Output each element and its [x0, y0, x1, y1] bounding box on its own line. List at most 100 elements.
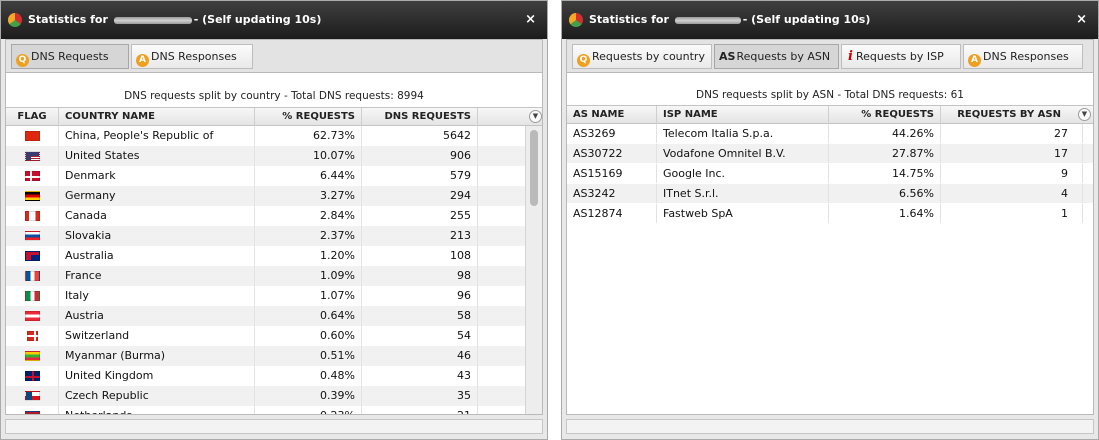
- table-row[interactable]: AS3242 ITnet S.r.l. 6.56% 4: [567, 184, 1093, 203]
- country-name-cell: Switzerland: [59, 326, 255, 346]
- table-row[interactable]: Australia 1.20% 108: [6, 246, 525, 266]
- dns-requests-cell: 579: [362, 166, 478, 186]
- isp-name-cell: Google Inc.: [657, 164, 829, 183]
- requests-by-asn-cell: 4: [941, 184, 1083, 203]
- country-name-cell: France: [59, 266, 255, 286]
- column-menu-chevron-icon[interactable]: ▼: [529, 110, 542, 123]
- close-icon[interactable]: ×: [1076, 12, 1087, 27]
- responses-icon: A: [968, 54, 981, 67]
- flag-cell: [6, 166, 59, 186]
- window-title: Statistics for - (Self updating 10s): [28, 13, 322, 26]
- column-header-as-name[interactable]: AS NAME: [567, 106, 657, 124]
- column-header-requests-by-asn[interactable]: REQUESTS BY ASN: [957, 109, 1061, 120]
- dns-requests-cell: 46: [362, 346, 478, 366]
- column-header-flag[interactable]: FLAG: [6, 108, 59, 126]
- requests-by-asn-cell: 27: [941, 124, 1083, 143]
- flag-cell: [6, 226, 59, 246]
- vertical-scrollbar[interactable]: [525, 126, 542, 414]
- tab-requests-by-country[interactable]: Q Requests by country: [572, 44, 712, 69]
- table-header: AS NAME ISP NAME % REQUESTS REQUESTS BY …: [567, 105, 1093, 124]
- isp-name-cell: Vodafone Omnitel B.V.: [657, 144, 829, 163]
- table-row[interactable]: Slovakia 2.37% 213: [6, 226, 525, 246]
- table-header: FLAG COUNTRY NAME % REQUESTS DNS REQUEST…: [6, 107, 542, 126]
- table-row[interactable]: China, People's Republic of 62.73% 5642: [6, 126, 525, 146]
- column-header-percent-requests[interactable]: % REQUESTS: [829, 106, 941, 124]
- country-name-cell: Slovakia: [59, 226, 255, 246]
- flag-cn-icon: [25, 131, 40, 141]
- flag-mm-icon: [25, 351, 40, 361]
- table-row[interactable]: United Kingdom 0.48% 43: [6, 366, 525, 386]
- dns-requests-cell: 5642: [362, 126, 478, 146]
- flag-sk-icon: [25, 231, 40, 241]
- flag-nl-icon: [25, 411, 40, 414]
- table-row[interactable]: Myanmar (Burma) 0.51% 46: [6, 346, 525, 366]
- flag-cell: [6, 366, 59, 386]
- country-name-cell: Australia: [59, 246, 255, 266]
- column-header-isp-name[interactable]: ISP NAME: [657, 106, 829, 124]
- flag-ca-icon: [25, 211, 40, 221]
- flag-cell: [6, 386, 59, 406]
- tab-requests-by-isp[interactable]: i Requests by ISP: [841, 44, 961, 69]
- country-name-cell: Canada: [59, 206, 255, 226]
- close-icon[interactable]: ×: [525, 12, 536, 27]
- tab-bar: Q DNS Requests A DNS Responses: [5, 39, 543, 72]
- dns-requests-cell: 213: [362, 226, 478, 246]
- flag-cell: [6, 406, 59, 414]
- app-logo-icon: [8, 13, 22, 27]
- window-title: Statistics for - (Self updating 10s): [589, 13, 871, 26]
- table-row[interactable]: Czech Republic 0.39% 35: [6, 386, 525, 406]
- table-row[interactable]: Canada 2.84% 255: [6, 206, 525, 226]
- table-row[interactable]: Netherlands0.23%21: [6, 406, 525, 414]
- table-body: AS3269 Telecom Italia S.p.a. 44.26% 27 AS307…: [567, 124, 1093, 414]
- as-name-cell: AS12874: [567, 204, 657, 223]
- as-name-cell: AS3269: [567, 124, 657, 143]
- table-row[interactable]: Switzerland 0.60% 54: [6, 326, 525, 346]
- window-titlebar[interactable]: Statistics for - (Self updating 10s) ×: [1, 1, 547, 39]
- isp-name-cell: ITnet S.r.l.: [657, 184, 829, 203]
- column-header-country-name[interactable]: COUNTRY NAME: [59, 108, 255, 126]
- asn-icon: AS: [719, 50, 736, 63]
- dns-requests-cell: 54: [362, 326, 478, 346]
- requests-by-asn-cell: 17: [941, 144, 1083, 163]
- column-header-spacer: [478, 108, 528, 126]
- dns-requests-cell: 96: [362, 286, 478, 306]
- table-row[interactable]: AS15169 Google Inc. 14.75% 9: [567, 164, 1093, 183]
- table-row[interactable]: Italy 1.07% 96: [6, 286, 525, 306]
- tab-dns-responses[interactable]: A DNS Responses: [131, 44, 253, 69]
- percent-requests-cell: 0.39%: [255, 386, 362, 406]
- percent-requests-cell: 1.64%: [829, 204, 941, 223]
- as-name-cell: AS15169: [567, 164, 657, 183]
- percent-requests-cell: 2.84%: [255, 206, 362, 226]
- table-row[interactable]: AS12874 Fastweb SpA 1.64% 1: [567, 204, 1093, 223]
- requests-by-asn-cell: 1: [941, 204, 1083, 223]
- flag-at-icon: [25, 311, 40, 321]
- percent-requests-cell: 0.51%: [255, 346, 362, 366]
- table-row[interactable]: Austria 0.64% 58: [6, 306, 525, 326]
- table-row[interactable]: Germany 3.27% 294: [6, 186, 525, 206]
- country-name-cell: Austria: [59, 306, 255, 326]
- column-header-percent-requests[interactable]: % REQUESTS: [255, 108, 362, 126]
- table-row[interactable]: AS3269 Telecom Italia S.p.a. 44.26% 27: [567, 124, 1093, 143]
- scrollbar-thumb[interactable]: [530, 130, 538, 206]
- table-caption: DNS requests split by country - Total DN…: [124, 90, 424, 102]
- flag-cell: [6, 186, 59, 206]
- table-row[interactable]: Denmark 6.44% 579: [6, 166, 525, 186]
- table-row[interactable]: AS30722 Vodafone Omnitel B.V. 27.87% 17: [567, 144, 1093, 163]
- as-name-cell: AS30722: [567, 144, 657, 163]
- country-name-cell: Italy: [59, 286, 255, 306]
- column-header-dns-requests[interactable]: DNS REQUESTS: [362, 108, 478, 126]
- tab-dns-requests[interactable]: Q DNS Requests: [11, 44, 129, 69]
- as-name-cell: AS3242: [567, 184, 657, 203]
- column-menu-chevron-icon[interactable]: ▼: [1078, 108, 1091, 121]
- percent-requests-cell: 1.07%: [255, 286, 362, 306]
- tab-label: Requests by country: [592, 50, 705, 63]
- tab-dns-responses[interactable]: A DNS Responses: [963, 44, 1083, 69]
- percent-requests-cell: 0.23%: [255, 406, 362, 414]
- flag-cell: [6, 246, 59, 266]
- country-name-cell: Denmark: [59, 166, 255, 186]
- table-row[interactable]: France 1.09% 98: [6, 266, 525, 286]
- window-titlebar[interactable]: Statistics for - (Self updating 10s) ×: [562, 1, 1098, 39]
- tab-requests-by-asn[interactable]: ASRequests by ASN: [714, 44, 839, 69]
- table-row[interactable]: United States 10.07% 906: [6, 146, 525, 166]
- percent-requests-cell: 0.64%: [255, 306, 362, 326]
